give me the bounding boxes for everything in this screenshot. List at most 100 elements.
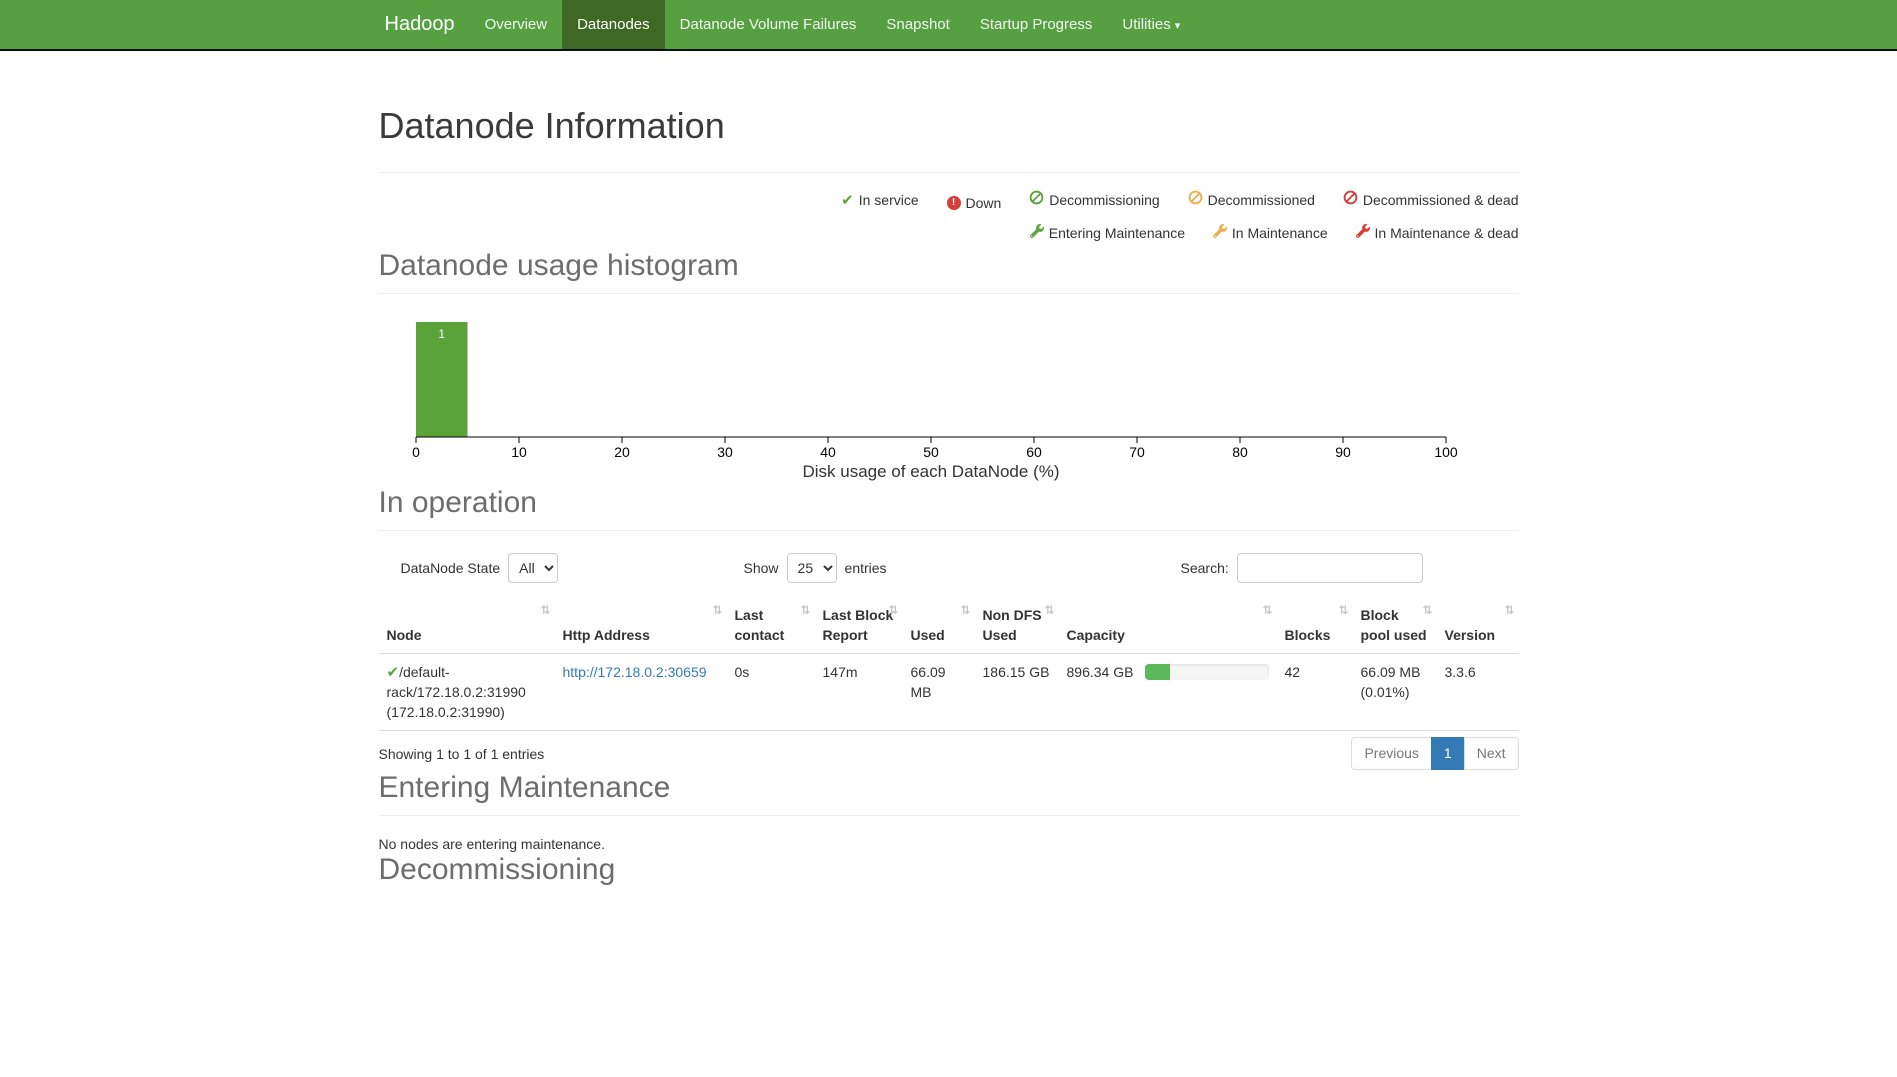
column-label: Block pool used: [1360, 606, 1427, 643]
entering-maintenance-section-title: Entering Maintenance: [378, 770, 1519, 817]
legend-decommissioned: Decommissioned: [1188, 185, 1315, 215]
wrench-icon: [1029, 218, 1044, 248]
nav-items: Overview Datanodes Datanode Volume Failu…: [470, 0, 1196, 49]
column-header-node[interactable]: Node ⇅: [378, 596, 555, 654]
nav-item-overview[interactable]: Overview: [484, 16, 548, 33]
column-header-http-address[interactable]: Http Address ⇅: [554, 596, 727, 654]
entering-maintenance-empty-text: No nodes are entering maintenance.: [378, 836, 605, 853]
legend-label: In service: [858, 192, 919, 209]
column-label: Non DFS Used: [982, 606, 1042, 643]
wrench-icon: [1355, 218, 1370, 248]
http-address-link[interactable]: http://172.18.0.2:30659: [562, 663, 707, 680]
block-pool-used-cell: 66.09 MB (0.01%): [1352, 653, 1437, 731]
histogram-section-title: Datanode usage histogram: [378, 248, 1519, 294]
column-label: Used: [910, 626, 945, 643]
sort-icon: ⇅: [540, 602, 551, 617]
show-label: Show: [743, 559, 779, 576]
node-cell: ✔/default-rack/172.18.0.2:31990 (172.18.…: [378, 653, 555, 731]
title-divider: [378, 171, 1519, 173]
column-label: Version: [1444, 626, 1496, 643]
datanodes-table: Node ⇅ Http Address ⇅ Last contact ⇅ Last B…: [378, 596, 1519, 731]
check-icon: ✔: [386, 663, 400, 681]
in-operation-section-title: In operation: [378, 485, 1519, 531]
legend-row-2: Entering Maintenance In Maintenance In M…: [379, 218, 1519, 248]
legend-entering-maintenance: Entering Maintenance: [1029, 218, 1185, 248]
blocks-cell: 42: [1276, 653, 1353, 731]
legend-label: Decommissioned & dead: [1362, 191, 1519, 208]
column-label: Blocks: [1284, 626, 1331, 643]
capacity-progress-fill: [1145, 663, 1171, 680]
column-label: Last Block Report: [822, 606, 894, 643]
column-header-version[interactable]: Version ⇅: [1436, 596, 1519, 654]
chevron-down-icon: ▾: [1174, 20, 1181, 32]
datanode-state-control: DataNode State All: [400, 552, 559, 583]
navbar: Hadoop Overview Datanodes Datanode Volum…: [0, 0, 1897, 51]
x-axis-tick-label: 30: [717, 444, 733, 460]
column-header-block-pool-used[interactable]: Block pool used ⇅: [1352, 596, 1437, 654]
capacity-progress-bar: [1145, 663, 1270, 680]
capacity-value: 896.34 GB: [1066, 663, 1134, 680]
x-axis-tick-label: 90: [1335, 444, 1351, 460]
brand-hadoop[interactable]: Hadoop: [384, 13, 455, 35]
column-header-last-contact[interactable]: Last contact ⇅: [726, 596, 815, 654]
used-cell: 66.09 MB: [902, 653, 975, 731]
page-title: Datanode Information: [378, 105, 725, 146]
utilities-label: Utilities: [1122, 16, 1171, 33]
x-axis-tick-label: 70: [1129, 444, 1145, 460]
datanode-state-select[interactable]: All: [508, 552, 559, 583]
column-header-blocks[interactable]: Blocks ⇅: [1276, 596, 1353, 654]
sort-icon: ⇅: [712, 602, 723, 617]
column-header-used[interactable]: Used ⇅: [902, 596, 975, 654]
column-label: Node: [386, 626, 422, 643]
node-name: /default-rack/172.18.0.2:31990: [386, 663, 526, 700]
search-input[interactable]: [1236, 552, 1423, 583]
x-axis-tick-label: 100: [1434, 444, 1458, 460]
x-axis-title: Disk usage of each DataNode (%): [802, 462, 1059, 481]
sort-icon: ⇅: [1422, 602, 1433, 617]
histogram-bar: [415, 321, 467, 437]
nav-item-datanodes[interactable]: Datanodes: [562, 0, 665, 49]
bar-count-label: 1: [438, 327, 445, 341]
next-page-button[interactable]: Next: [1463, 736, 1519, 771]
sort-icon: ⇅: [1338, 602, 1349, 617]
nav-item-utilities[interactable]: Utilities ▾: [1107, 0, 1195, 49]
sort-icon: ⇅: [1504, 602, 1515, 617]
column-header-capacity[interactable]: Capacity ⇅: [1058, 596, 1277, 654]
showing-entries-text: Showing 1 to 1 of 1 entries: [378, 745, 545, 762]
nav-item-snapshot[interactable]: Snapshot: [886, 16, 950, 33]
status-legend: ✔ In service ! Down Decommissioning Deco…: [379, 185, 1519, 248]
legend-decommissioned-dead: Decommissioned & dead: [1343, 185, 1519, 215]
column-header-last-block-report[interactable]: Last Block Report ⇅: [814, 596, 903, 654]
legend-label: Decommissioning: [1049, 191, 1160, 208]
check-icon: ✔: [841, 191, 854, 209]
page-length-select[interactable]: 25: [786, 552, 837, 583]
nav-item-startup-progress[interactable]: Startup Progress: [979, 16, 1093, 33]
x-axis-tick-label: 20: [614, 444, 630, 460]
table-controls: DataNode State All Show 25 entries Searc…: [379, 552, 1519, 585]
sort-icon: ⇅: [1044, 602, 1055, 617]
column-header-non-dfs-used[interactable]: Non DFS Used ⇅: [974, 596, 1059, 654]
decommissioning-section-title: Decommissioning: [378, 853, 616, 887]
legend-label: Decommissioned: [1207, 191, 1315, 208]
pagination: Previous 1 Next: [1351, 736, 1519, 771]
legend-decommissioning: Decommissioning: [1029, 185, 1160, 215]
page-1-button[interactable]: 1: [1430, 736, 1465, 771]
table-row: ✔/default-rack/172.18.0.2:31990 (172.18.…: [378, 653, 1519, 731]
x-axis-tick-label: 40: [820, 444, 836, 460]
datanode-state-label: DataNode State: [400, 559, 501, 576]
legend-label: In Maintenance: [1231, 224, 1328, 241]
ban-circle-icon: [1029, 185, 1044, 215]
x-axis-tick-label: 80: [1232, 444, 1248, 460]
table-header-row: Node ⇅ Http Address ⇅ Last contact ⇅ Last B…: [378, 596, 1519, 654]
legend-label: In Maintenance & dead: [1374, 224, 1519, 241]
wrench-icon: [1212, 218, 1227, 248]
legend-row-1: ✔ In service ! Down Decommissioning Deco…: [379, 185, 1519, 218]
nav-item-datanode-volume-failures[interactable]: Datanode Volume Failures: [679, 16, 857, 33]
sort-icon: ⇅: [800, 602, 811, 617]
ban-circle-icon: [1343, 185, 1358, 215]
previous-page-button[interactable]: Previous: [1351, 736, 1432, 771]
non-dfs-used-cell: 186.15 GB: [974, 653, 1059, 731]
legend-down: ! Down: [946, 188, 1001, 218]
search-label: Search:: [1180, 559, 1229, 576]
